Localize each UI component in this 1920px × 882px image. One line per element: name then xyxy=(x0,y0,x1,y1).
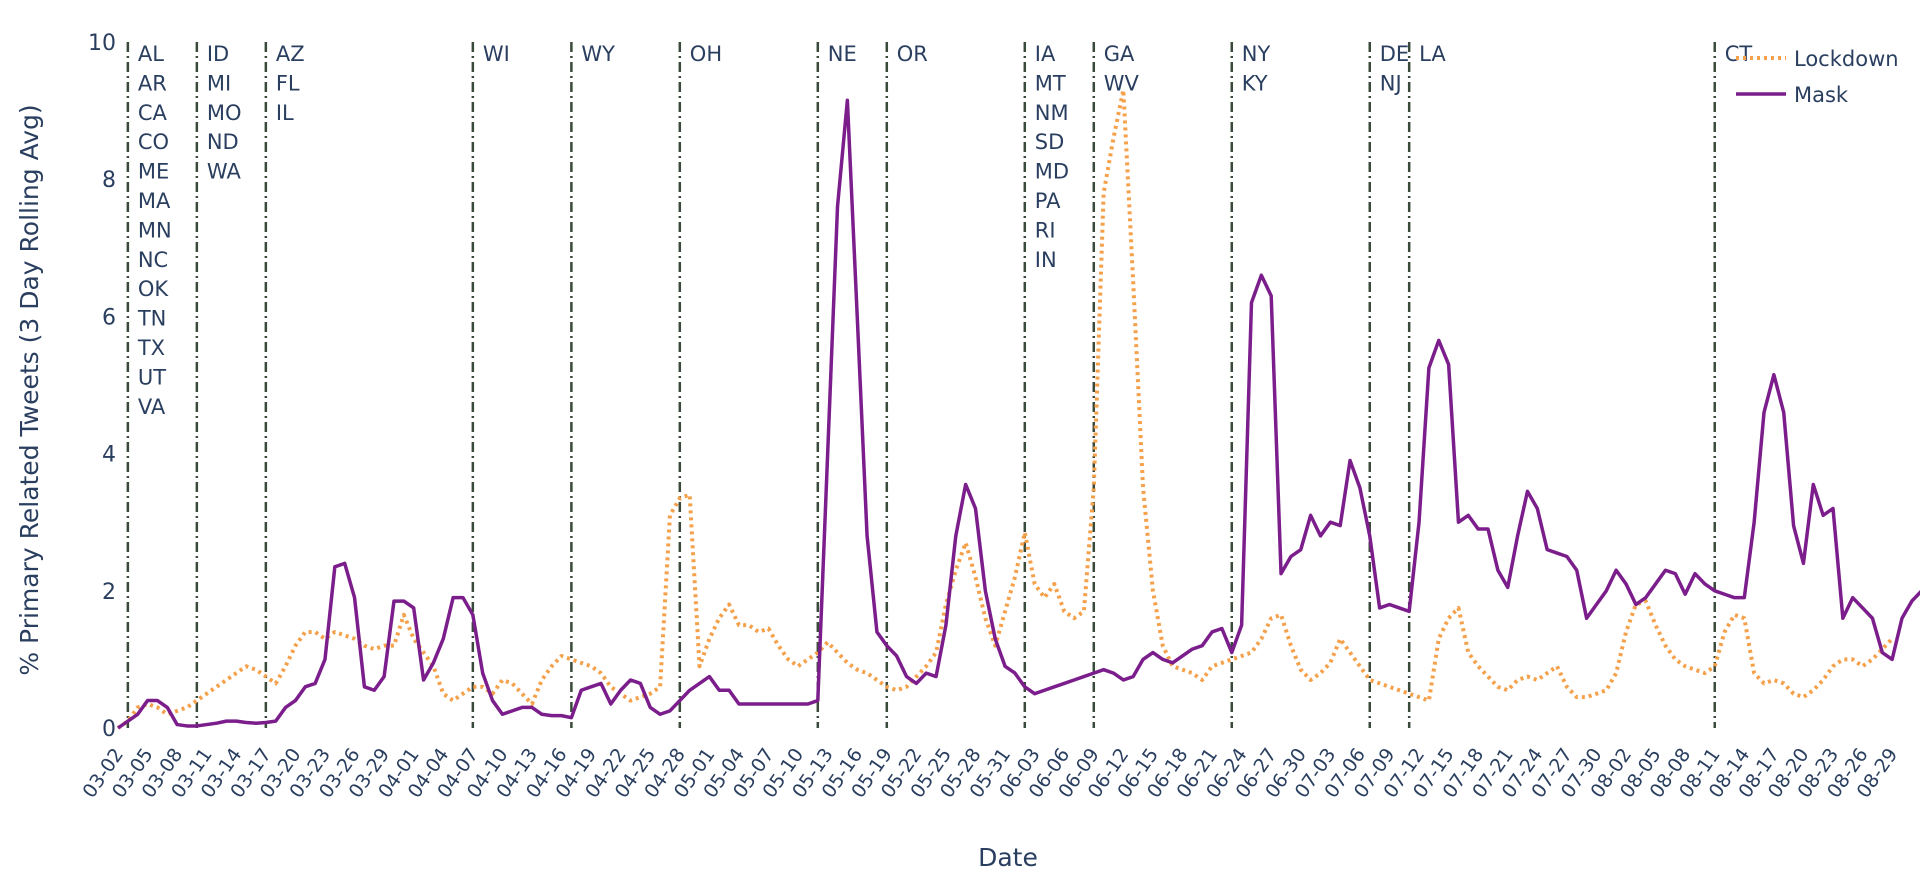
event-label: AZ xyxy=(276,42,305,66)
event-label: OH xyxy=(690,42,722,66)
event-label: NC xyxy=(138,248,168,272)
event-label: MT xyxy=(1035,71,1066,95)
event-label: MI xyxy=(207,71,231,95)
y-tick-label: 0 xyxy=(102,717,116,742)
y-tick-label: 6 xyxy=(102,305,116,330)
event-label: AL xyxy=(138,42,164,66)
event-label: CA xyxy=(138,101,168,125)
event-label: AR xyxy=(138,71,167,95)
event-label: NM xyxy=(1035,101,1069,125)
event-label: NJ xyxy=(1380,71,1402,95)
event-label: DE xyxy=(1380,42,1409,66)
event-label: LA xyxy=(1419,42,1446,66)
event-label: NY xyxy=(1242,42,1271,66)
legend-label: Mask xyxy=(1794,83,1849,107)
event-label: GA xyxy=(1104,42,1135,66)
event-label: TX xyxy=(137,336,165,360)
event-label: OK xyxy=(138,277,170,301)
event-label: IA xyxy=(1035,42,1056,66)
event-label: UT xyxy=(138,365,166,389)
event-label: CO xyxy=(138,130,169,154)
y-axis-label: % Primary Related Tweets (3 Day Rolling … xyxy=(15,104,44,675)
event-label: IN xyxy=(1035,248,1057,272)
y-tick-label: 4 xyxy=(102,443,116,468)
x-axis-label: Date xyxy=(978,843,1038,872)
series-mask-line xyxy=(117,98,1920,730)
event-label: MN xyxy=(138,218,172,242)
axes: 024681003-0203-0503-0803-1103-1403-1703-… xyxy=(78,31,1902,802)
event-label: PA xyxy=(1035,189,1061,213)
event-label: KY xyxy=(1242,71,1268,95)
event-lines: AL AR CA CO ME MA MN NC OK TN TX UT VA ID MI MO ND WA AZ FL… xyxy=(126,42,1753,728)
event-label: SD xyxy=(1035,130,1065,154)
event-label: WA xyxy=(207,160,242,184)
series-lockdown-line xyxy=(116,88,1894,730)
legend: Lockdown Mask xyxy=(1736,47,1899,107)
event-label: CT xyxy=(1725,42,1753,66)
series-lines xyxy=(116,88,1920,730)
event-label: NE xyxy=(828,42,857,66)
event-label: ND xyxy=(207,130,239,154)
event-label: IL xyxy=(276,101,294,125)
event-label: ME xyxy=(138,160,169,184)
event-label: MA xyxy=(138,189,171,213)
event-label: MO xyxy=(207,101,242,125)
event-label: MD xyxy=(1035,160,1069,184)
y-tick-label: 10 xyxy=(88,31,116,56)
event-label: VA xyxy=(138,395,166,419)
event-label: FL xyxy=(276,71,300,95)
event-label: WY xyxy=(581,42,615,66)
event-label: RI xyxy=(1035,218,1056,242)
event-label: TN xyxy=(137,307,167,331)
event-label: ID xyxy=(207,42,229,66)
legend-label: Lockdown xyxy=(1794,47,1899,71)
event-label: OR xyxy=(897,42,928,66)
y-tick-label: 8 xyxy=(102,168,116,193)
event-label: WI xyxy=(483,42,510,66)
y-tick-label: 2 xyxy=(102,580,116,605)
